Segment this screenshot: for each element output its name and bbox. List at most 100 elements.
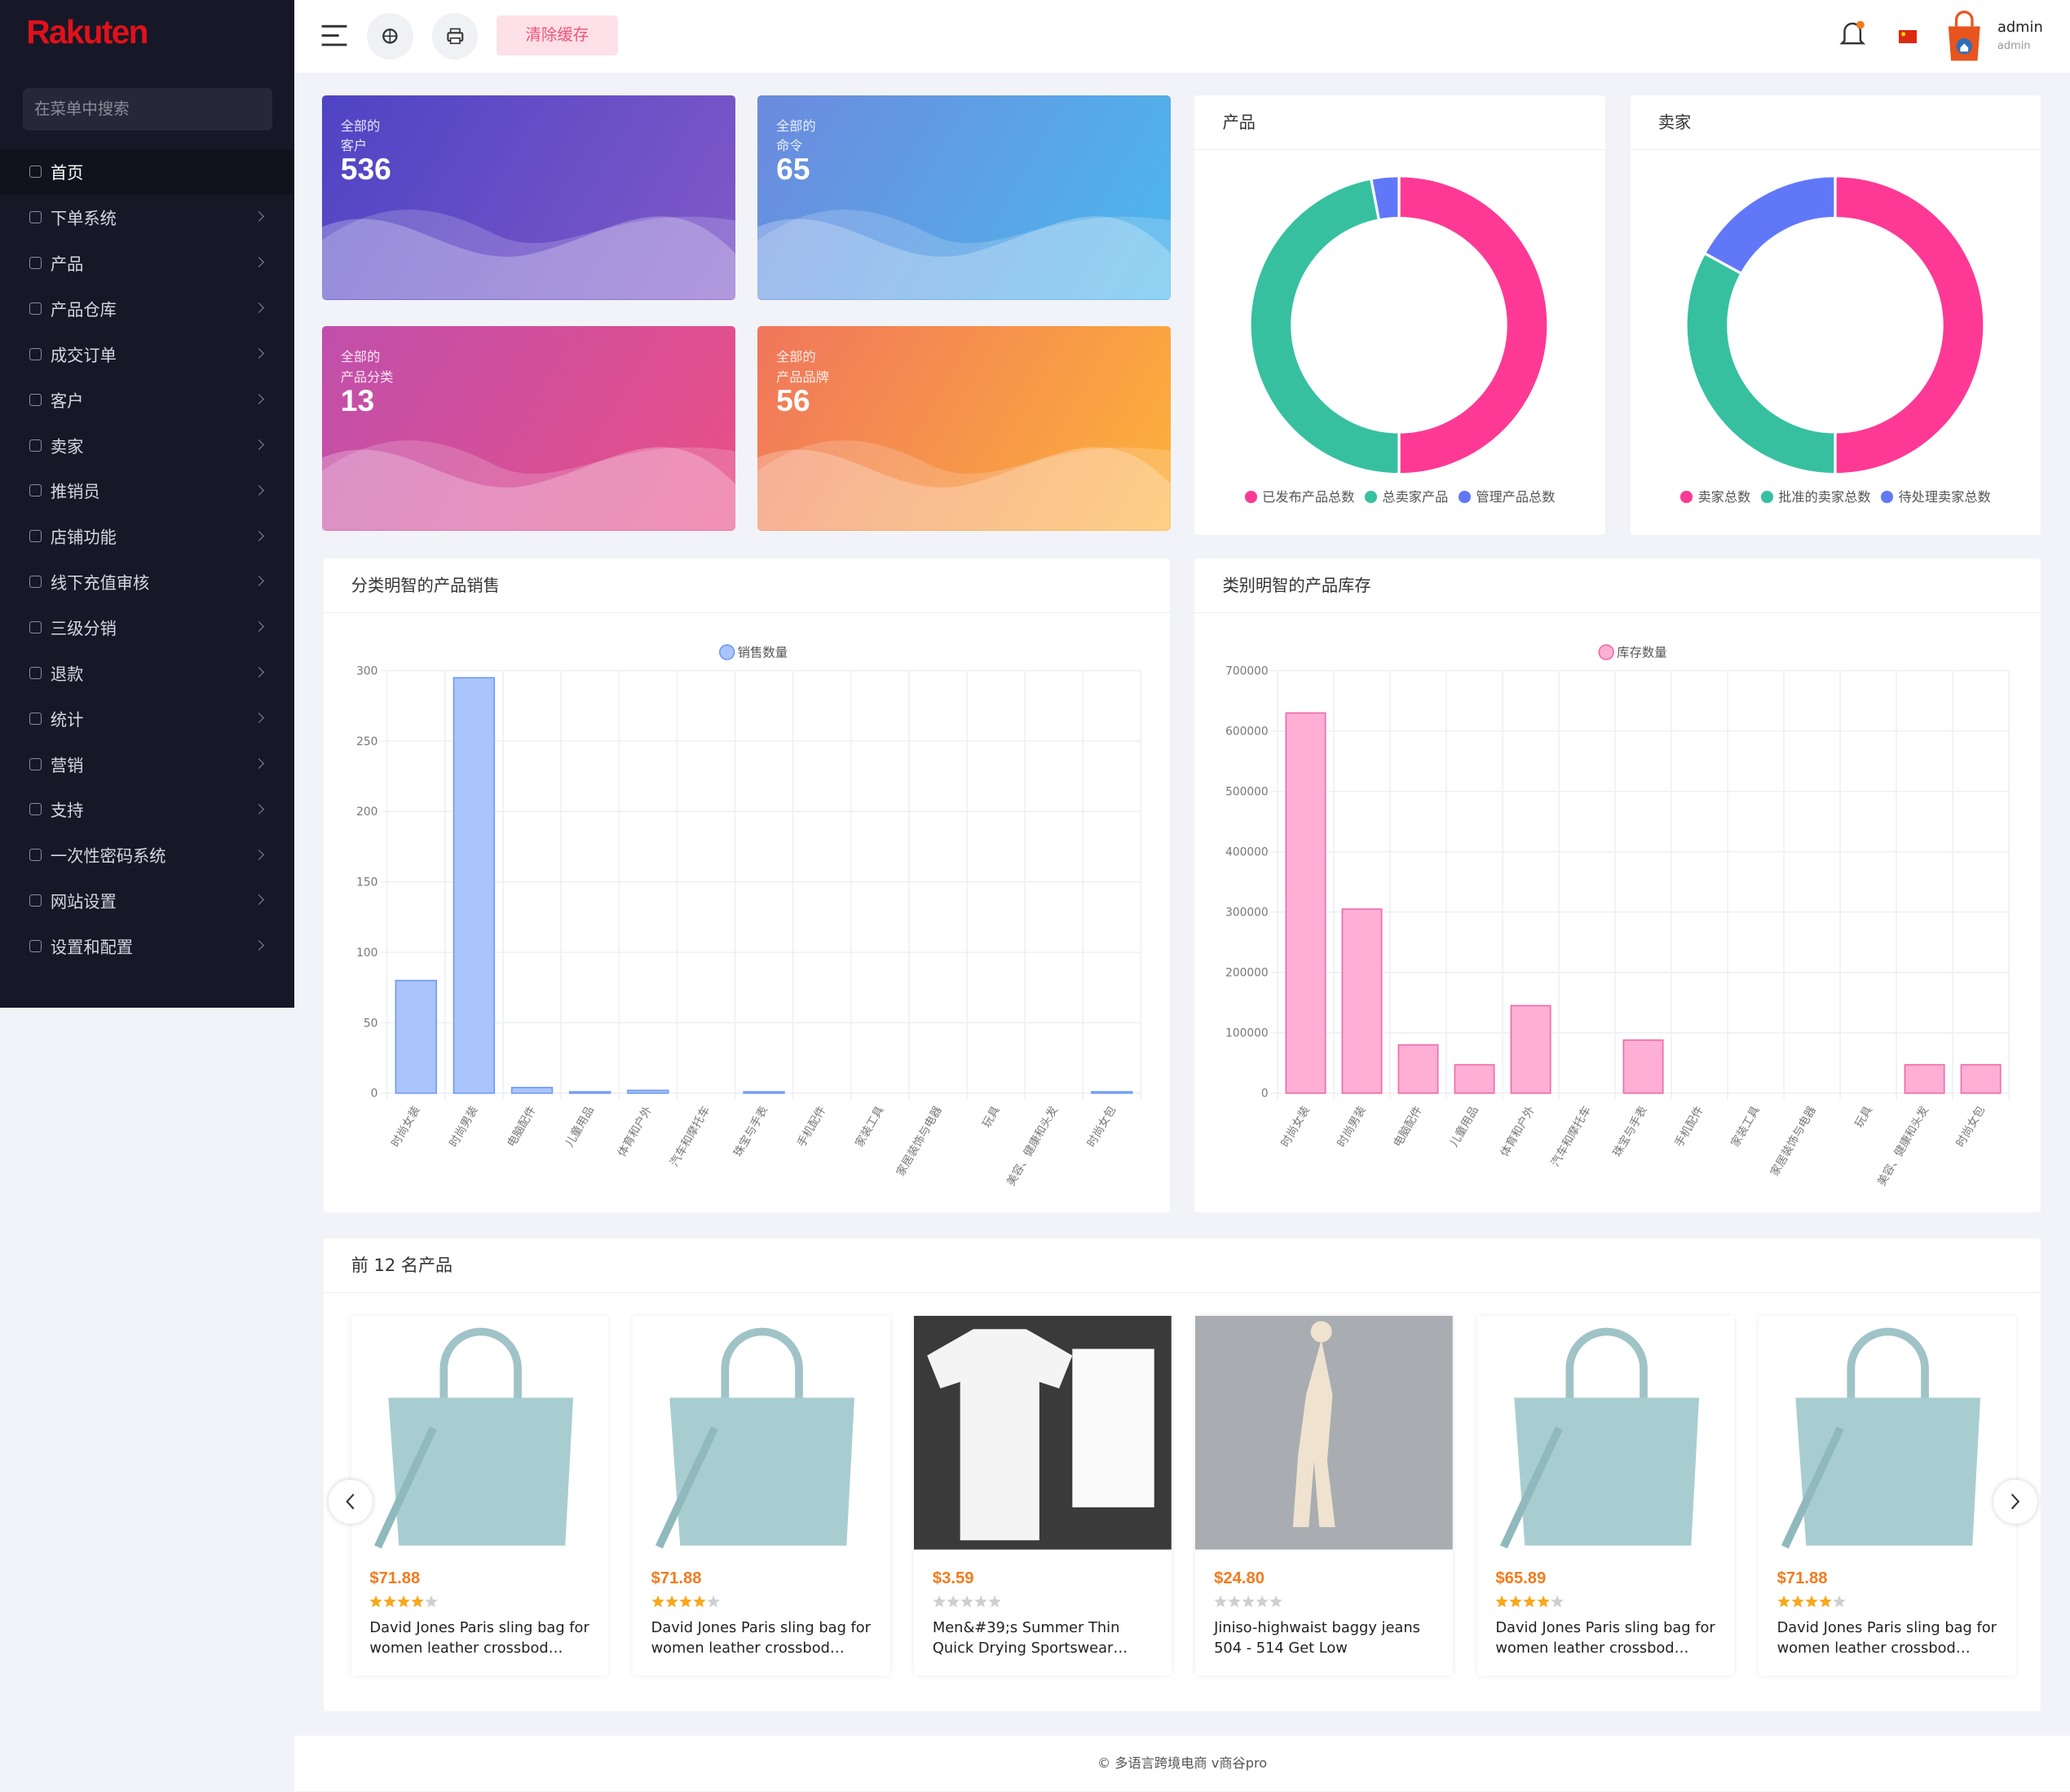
legend-swatch <box>1761 490 1773 503</box>
wave-back <box>757 210 1172 300</box>
figure <box>1293 1321 1336 1528</box>
star <box>960 1595 973 1608</box>
chart: 0 50 100 150 200 250 300 时尚女装 时尚男装 电脑配件 儿童用品 体育和户外汽… <box>356 644 1141 1188</box>
menu-item[interactable]: 成交订单 <box>0 331 294 377</box>
menu-icon <box>29 484 42 497</box>
section-title: 前 12 名产品 <box>323 1238 2041 1294</box>
y-tick-label: 300 <box>356 664 377 678</box>
menu-item[interactable]: 设置和配置 <box>0 924 294 969</box>
chevron <box>254 849 265 860</box>
star <box>1214 1595 1227 1608</box>
menu-item[interactable]: 首页 <box>0 148 295 195</box>
menu-item[interactable]: 客户 <box>0 377 294 422</box>
menu-toggle[interactable] <box>320 24 350 47</box>
sidebar: Rakuten 在菜单中搜索 首页 下单系统 产品 产品仓库 成交订单 客户 卖家推销员店铺… <box>0 0 295 1008</box>
menu-item[interactable]: 支持 <box>0 787 294 832</box>
x-tick-label: 汽车和摩托车 <box>1548 1104 1594 1169</box>
menu-item[interactable]: 三级分销 <box>0 605 294 651</box>
x-tick-label: 汽车和摩托车 <box>667 1104 713 1169</box>
menu-item[interactable]: 退款 <box>0 650 294 695</box>
chevron <box>254 667 265 678</box>
stat-label: 全部的 <box>776 117 816 134</box>
legend-swatch <box>1680 490 1693 503</box>
menu-search[interactable]: 在菜单中搜索 <box>22 88 272 131</box>
rating <box>651 1595 720 1608</box>
star <box>1537 1595 1551 1608</box>
menu-item[interactable]: 店铺功能 <box>0 514 294 559</box>
menu-item[interactable]: 下单系统 <box>0 195 294 241</box>
product-image <box>1476 1316 1735 1551</box>
menu-item[interactable]: 营销 <box>0 741 294 787</box>
menu-item[interactable]: 卖家 <box>0 422 294 468</box>
next-arrow[interactable] <box>1993 1480 2037 1524</box>
star <box>1790 1595 1804 1608</box>
legend-label: 库存数量 <box>1618 646 1668 660</box>
bar <box>1090 1091 1133 1094</box>
y-tick-label: 700000 <box>1226 664 1269 678</box>
logo[interactable]: Rakuten <box>26 13 148 51</box>
wave-front <box>757 216 1172 300</box>
bag-handle <box>721 1328 803 1402</box>
x-tick-label: 时尚男装 <box>447 1104 480 1150</box>
flag[interactable] <box>1898 30 1918 44</box>
language-button[interactable] <box>367 13 413 60</box>
print-button[interactable] <box>431 13 479 60</box>
top-products: 前 12 名产品 <box>323 1238 2041 1711</box>
product-card[interactable]: $71.88 David Jones Paris sling bag for wo… <box>1758 1316 2016 1675</box>
bar <box>1286 712 1326 1094</box>
chart-title: 卖家 <box>1630 95 2041 150</box>
donut-segment <box>1684 250 1837 475</box>
bar <box>568 1091 611 1094</box>
product-card[interactable]: $24.80 Jiniso-highwaist baggy jeans 504 -… <box>1195 1316 1454 1675</box>
menu-label: 线下充值审核 <box>50 573 150 594</box>
menu-item[interactable]: 线下充值审核 <box>0 559 294 605</box>
avatar[interactable] <box>1944 10 1984 64</box>
menu-item[interactable]: 推销员 <box>0 468 294 514</box>
star <box>1818 1595 1832 1608</box>
star <box>665 1595 678 1608</box>
bar <box>1511 1004 1551 1094</box>
menu-item[interactable]: 产品仓库 <box>0 286 294 332</box>
menu-item[interactable]: 网站设置 <box>0 878 294 924</box>
menu-icon <box>29 576 42 589</box>
bar <box>1961 1064 2002 1094</box>
star <box>1256 1595 1269 1608</box>
y-tick-label: 50 <box>364 1017 378 1030</box>
notification-bell[interactable] <box>1838 20 1865 49</box>
product-image <box>632 1316 890 1551</box>
clear-cache-button[interactable]: 清除缓存 <box>496 15 618 55</box>
stat-label: 全部的 <box>340 117 381 134</box>
x-tick-label: 时尚女包 <box>1084 1103 1119 1149</box>
menu-label: 网站设置 <box>50 892 117 912</box>
menu-item[interactable]: 一次性密码系统 <box>0 832 294 878</box>
chart-title: 产品 <box>1194 95 1606 150</box>
product-card[interactable]: $65.89 David Jones Paris sling bag for wo… <box>1476 1316 1735 1675</box>
chart: 0 100000 200000 300000 400000 500000 600000 700… <box>1226 644 2010 1188</box>
product-card[interactable]: $71.88 David Jones Paris sling bag for wo… <box>632 1316 890 1675</box>
menu-icon <box>29 439 42 452</box>
rating <box>1495 1595 1565 1608</box>
wave-back <box>757 440 1172 531</box>
chart-title: 分类明智的产品销售 <box>323 558 1170 614</box>
menu-item[interactable]: 统计 <box>0 695 294 741</box>
x-tick-label: 儿童用品 <box>1447 1104 1481 1150</box>
menu-label: 一次性密码系统 <box>50 846 166 867</box>
rating <box>1776 1595 1846 1608</box>
y-tick-label: 100000 <box>1226 1027 1269 1040</box>
legend-label: 已发布产品总数 <box>1262 488 1355 505</box>
stat-value: 56 <box>776 382 810 417</box>
product-card[interactable]: $3.59 Men&#39;s Summer Thin Quick Drying … <box>914 1316 1172 1675</box>
legend-swatch <box>1459 490 1471 503</box>
wave <box>757 210 1172 300</box>
product-card[interactable]: $71.88 David Jones Paris sling bag for wo… <box>351 1316 609 1675</box>
legend-label: 卖家总数 <box>1697 488 1751 505</box>
donut-segment <box>1702 174 1837 276</box>
bar <box>1454 1064 1495 1094</box>
menu-item[interactable]: 产品 <box>0 241 294 286</box>
prev-arrow[interactable] <box>329 1480 373 1524</box>
menu-label: 统计 <box>50 709 84 730</box>
user-name[interactable]: admin <box>1997 18 2043 36</box>
menu-label: 推销员 <box>50 482 100 502</box>
legend-item: 已发布产品总数 <box>1245 486 1354 505</box>
